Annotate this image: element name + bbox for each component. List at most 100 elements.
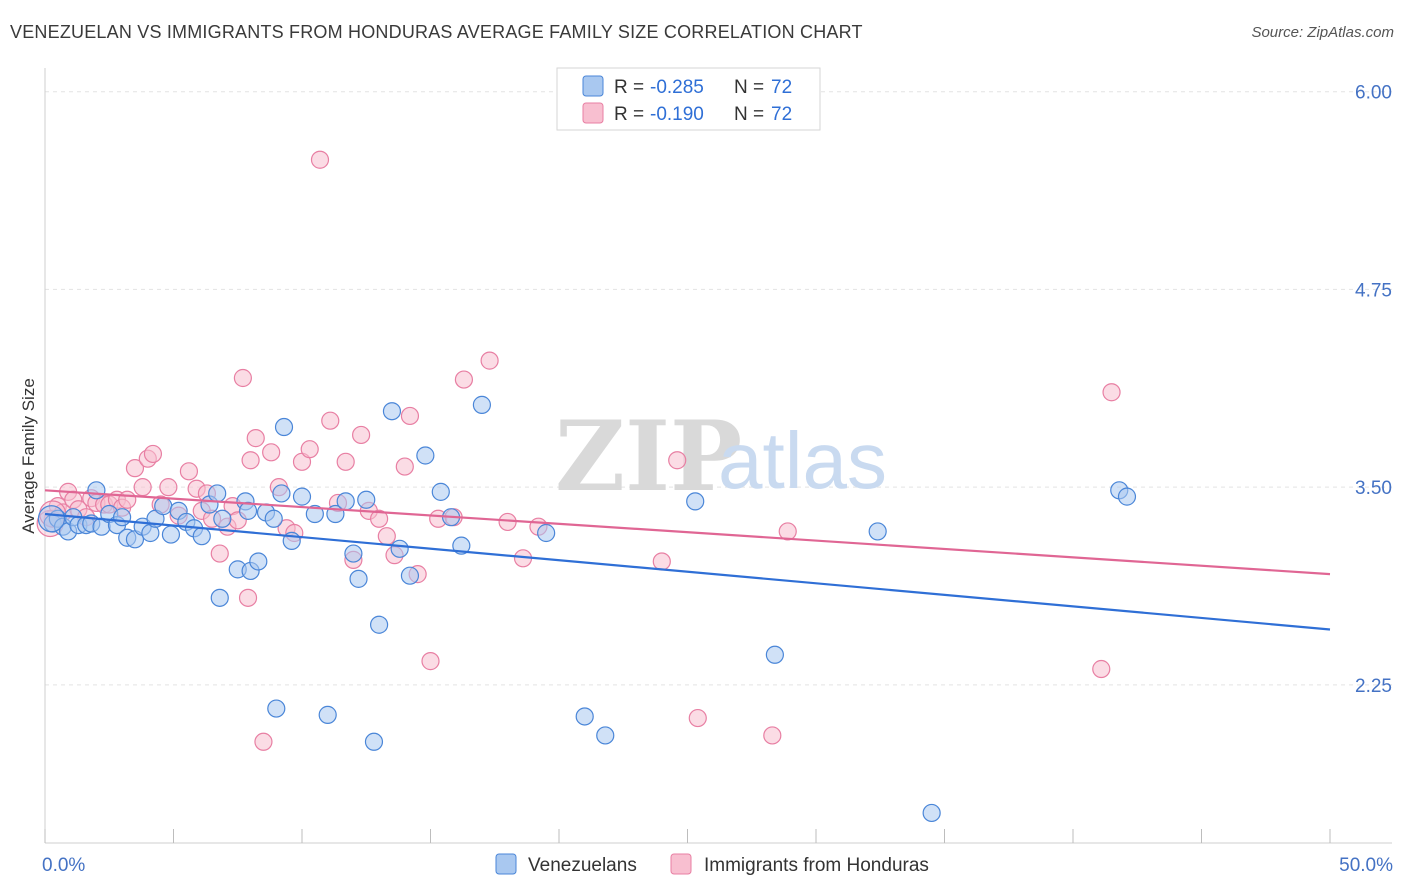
venezuelan-point-18 bbox=[154, 497, 173, 516]
honduras-point-64 bbox=[688, 708, 707, 728]
venezuelan-point-37 bbox=[274, 417, 294, 437]
venezuelan-point-27 bbox=[210, 588, 229, 607]
honduras-point-15 bbox=[133, 478, 152, 497]
source-label: Source: ZipAtlas.com bbox=[1251, 24, 1394, 41]
venezuelan-point-32 bbox=[249, 552, 268, 571]
venezuelan-point-55 bbox=[452, 536, 471, 555]
legend-n-value-blue: 72 bbox=[771, 77, 792, 98]
series-swatch-honduras bbox=[670, 853, 692, 875]
venezuelan-point-48 bbox=[370, 615, 389, 634]
venezuelan-point-49 bbox=[382, 402, 402, 421]
honduras-point-30 bbox=[233, 368, 252, 388]
venezuelan-point-36 bbox=[272, 484, 291, 503]
y-tick-label-3: 6.00 bbox=[1355, 83, 1392, 104]
venezuelan-point-57 bbox=[537, 523, 556, 543]
venezuelan-point-56 bbox=[472, 395, 491, 414]
x-tick-label-1: 50.0% bbox=[1339, 855, 1393, 876]
legend-swatch-blue bbox=[582, 75, 604, 97]
series-legend: Venezuelans Immigrants from Honduras bbox=[495, 853, 929, 876]
venezuelan-point-43 bbox=[336, 492, 355, 511]
honduras-point-68 bbox=[1102, 383, 1121, 402]
venezuelan-point-30 bbox=[238, 501, 258, 520]
venezuelan-point-50 bbox=[390, 539, 409, 558]
y-tick-labels: 2.25 3.50 4.75 6.00 bbox=[1355, 83, 1392, 697]
legend-n-label-blue: N = bbox=[734, 77, 764, 98]
y-axis-label: Average Family Size bbox=[19, 378, 38, 534]
venezuelan-points bbox=[37, 395, 1137, 823]
venezuelan-point-58 bbox=[575, 707, 594, 726]
venezuelan-point-34 bbox=[264, 509, 283, 528]
honduras-point-13 bbox=[118, 490, 137, 509]
honduras-point-31 bbox=[238, 588, 258, 607]
legend-r-label-blue: R = bbox=[614, 77, 644, 98]
trend-lines bbox=[44, 489, 1331, 631]
honduras-point-58 bbox=[480, 351, 499, 370]
legend-swatch-pink bbox=[582, 102, 604, 124]
honduras-point-33 bbox=[246, 429, 265, 448]
series-swatch-venezuelans bbox=[495, 853, 517, 875]
venezuelan-point-19 bbox=[161, 525, 181, 544]
venezuelan-point-41 bbox=[318, 705, 337, 724]
watermark-zip: ZIP bbox=[555, 400, 742, 513]
venezuelan-trend-line bbox=[44, 512, 1331, 631]
honduras-trend-line bbox=[44, 489, 1331, 576]
honduras-point-52 bbox=[400, 406, 420, 426]
honduras-point-17 bbox=[143, 444, 163, 464]
axes bbox=[44, 68, 1392, 844]
venezuelan-point-8 bbox=[87, 481, 106, 500]
honduras-point-41 bbox=[310, 150, 330, 169]
correlation-legend: R = -0.285 N = 72 R = -0.190 N = 72 bbox=[556, 67, 821, 131]
venezuelan-point-53 bbox=[431, 482, 450, 501]
watermark: ZIP atlas bbox=[555, 400, 887, 513]
watermark-atlas: atlas bbox=[718, 416, 887, 505]
chart-title: VENEZUELAN VS IMMIGRANTS FROM HONDURAS A… bbox=[10, 22, 863, 42]
honduras-point-63 bbox=[668, 451, 687, 470]
honduras-point-54 bbox=[421, 652, 440, 671]
honduras-point-44 bbox=[336, 452, 355, 471]
honduras-point-57 bbox=[454, 370, 474, 389]
honduras-point-32 bbox=[241, 451, 260, 470]
honduras-point-34 bbox=[254, 732, 273, 751]
venezuelan-point-60 bbox=[686, 492, 705, 511]
venezuelan-point-45 bbox=[349, 569, 368, 588]
honduras-point-19 bbox=[159, 478, 178, 497]
honduras-point-48 bbox=[370, 509, 389, 528]
y-tick-label-2: 4.75 bbox=[1355, 280, 1392, 301]
series-label-venezuelans: Venezuelans bbox=[528, 855, 637, 876]
y-tick-label-0: 2.25 bbox=[1355, 676, 1392, 697]
honduras-point-62 bbox=[652, 552, 671, 571]
venezuelan-point-61 bbox=[765, 645, 784, 664]
honduras-point-40 bbox=[300, 440, 319, 459]
legend-r-value-blue: -0.285 bbox=[650, 77, 704, 98]
honduras-point-21 bbox=[179, 462, 199, 481]
honduras-point-51 bbox=[395, 457, 414, 476]
series-label-honduras: Immigrants from Honduras bbox=[704, 855, 929, 876]
honduras-point-66 bbox=[778, 522, 797, 541]
venezuelan-point-65 bbox=[1117, 487, 1137, 506]
venezuelan-point-23 bbox=[192, 527, 211, 546]
legend-r-value-pink: -0.190 bbox=[650, 104, 704, 125]
honduras-point-14 bbox=[125, 459, 145, 478]
venezuelan-point-59 bbox=[596, 726, 615, 745]
y-tick-label-1: 3.50 bbox=[1355, 478, 1392, 499]
honduras-point-49 bbox=[377, 527, 396, 546]
venezuelan-point-26 bbox=[213, 509, 232, 528]
x-tick-labels: 0.0% 50.0% bbox=[42, 855, 1393, 876]
venezuelan-cluster-2 bbox=[37, 505, 66, 533]
venezuelan-point-52 bbox=[416, 446, 435, 465]
venezuelan-point-35 bbox=[267, 699, 286, 718]
honduras-point-67 bbox=[1092, 659, 1111, 679]
grid-lines bbox=[45, 91, 1392, 686]
venezuelan-point-12 bbox=[112, 508, 132, 527]
honduras-point-35 bbox=[262, 443, 281, 462]
venezuelan-point-51 bbox=[400, 566, 420, 585]
legend-n-label-pink: N = bbox=[734, 104, 764, 125]
legend-n-value-pink: 72 bbox=[771, 104, 792, 125]
honduras-point-65 bbox=[763, 726, 782, 745]
venezuelan-point-25 bbox=[208, 484, 227, 503]
venezuelan-point-40 bbox=[305, 504, 324, 524]
venezuelan-point-46 bbox=[357, 490, 376, 509]
honduras-point-26 bbox=[210, 544, 229, 563]
honduras-point-46 bbox=[352, 425, 371, 445]
